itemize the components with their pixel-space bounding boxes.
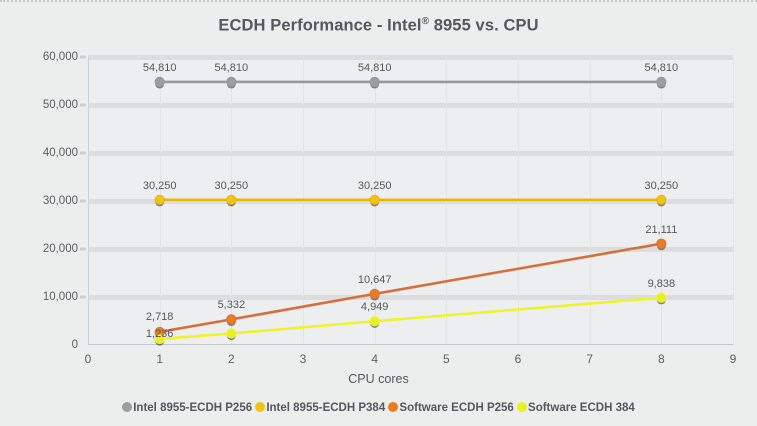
data-point-marker xyxy=(656,238,667,249)
chart-title-tail: 8955 vs. CPU xyxy=(429,16,539,35)
gridline-vertical xyxy=(733,57,734,345)
y-axis-tick-mark xyxy=(80,199,86,203)
data-point-marker xyxy=(656,76,667,88)
data-point-label: 4,949 xyxy=(360,301,389,314)
data-point-marker xyxy=(154,76,165,88)
data-point-marker xyxy=(369,316,380,327)
data-point-label: 5,332 xyxy=(217,299,246,312)
data-point-label: 1,236 xyxy=(145,328,174,341)
legend-marker-icon xyxy=(122,402,133,413)
legend-label: Intel 8955-ECDH P256 xyxy=(133,402,253,414)
y-axis-tick-mark xyxy=(80,247,86,251)
y-axis-line xyxy=(88,57,89,345)
data-point-label: 30,250 xyxy=(644,179,679,192)
x-axis-tick-label: 1 xyxy=(156,352,163,366)
gridline-horizontal xyxy=(88,199,733,204)
data-point-label: 30,250 xyxy=(214,179,249,192)
data-point-marker xyxy=(226,76,237,88)
gridline-horizontal xyxy=(88,55,733,60)
data-point-label: 54,810 xyxy=(644,61,679,74)
gridline-horizontal xyxy=(88,103,733,108)
chart-legend: Intel 8955-ECDH P256 Intel 8955-ECDH P38… xyxy=(0,402,757,414)
x-axis-line xyxy=(88,344,733,345)
legend-item[interactable]: Software ECDH P256 xyxy=(388,402,514,414)
data-point-marker xyxy=(656,194,667,205)
plot-area xyxy=(88,55,734,346)
data-point-label: 54,810 xyxy=(357,61,392,74)
data-point-marker xyxy=(226,328,237,339)
x-axis-title: CPU cores xyxy=(348,372,409,386)
legend-item[interactable]: Intel 8955-ECDH P384 xyxy=(255,402,385,414)
legend-item[interactable]: Software ECDH 384 xyxy=(517,402,635,414)
legend-label: Software ECDH P256 xyxy=(399,402,514,414)
legend-label: Intel 8955-ECDH P384 xyxy=(266,402,386,414)
x-axis-tick-label: 6 xyxy=(514,352,522,366)
y-axis-tick-label: 20,000 xyxy=(42,243,78,255)
data-point-marker xyxy=(226,194,237,205)
x-axis-tick-label: 3 xyxy=(299,352,307,366)
data-point-label: 30,250 xyxy=(142,179,177,192)
y-axis-tick-label: 60,000 xyxy=(42,51,78,63)
x-axis-tick-label: 9 xyxy=(729,352,737,366)
gridline-horizontal xyxy=(88,295,733,300)
data-point-marker xyxy=(369,194,380,205)
data-point-label: 54,810 xyxy=(214,61,249,74)
x-axis-tick-label: 8 xyxy=(657,352,665,366)
x-axis-tick-label: 0 xyxy=(84,352,92,366)
x-axis-tick-label: 4 xyxy=(371,352,378,366)
y-axis-tick-label: 40,000 xyxy=(42,147,78,159)
series-line xyxy=(159,296,662,341)
gridline-horizontal xyxy=(88,247,733,252)
data-point-marker xyxy=(154,194,165,205)
series-lines xyxy=(154,76,667,346)
data-point-label: 10,647 xyxy=(357,273,392,286)
y-axis-tick-mark xyxy=(80,55,86,59)
data-point-label: 2,718 xyxy=(145,310,174,323)
data-point-marker xyxy=(369,76,380,88)
chart-title: ECDH Performance - Intel® 8955 vs. CPU xyxy=(0,16,757,36)
legend-marker-icon xyxy=(517,402,528,413)
legend-label: Software ECDH 384 xyxy=(528,402,635,414)
x-axis-tick-label: 2 xyxy=(227,352,235,366)
x-axis-tick-label: 5 xyxy=(442,352,450,366)
legend-marker-icon xyxy=(255,402,266,413)
y-axis-tick-mark xyxy=(80,151,86,155)
data-point-label: 21,111 xyxy=(645,223,678,236)
data-point-label: 9,838 xyxy=(647,277,676,290)
legend-marker-icon xyxy=(388,402,399,413)
gridline-horizontal xyxy=(88,151,733,156)
x-axis-tick-label: 7 xyxy=(586,352,593,366)
series-line xyxy=(159,242,662,334)
y-axis-tick-label: 0 xyxy=(71,339,78,351)
y-axis-tick-label: 30,000 xyxy=(42,195,78,207)
registered-trademark-symbol: ® xyxy=(421,16,430,27)
data-point-marker xyxy=(226,314,237,325)
y-axis-tick-mark xyxy=(80,103,86,107)
data-point-marker xyxy=(369,288,380,299)
chart-title-main: ECDH Performance - Intel xyxy=(218,16,422,35)
y-axis-tick-label: 50,000 xyxy=(42,99,78,111)
y-axis-tick-mark xyxy=(80,295,86,299)
legend-item[interactable]: Intel 8955-ECDH P256 xyxy=(122,402,252,414)
data-point-marker xyxy=(154,333,165,345)
y-axis-tick-label: 10,000 xyxy=(42,291,78,303)
data-point-label: 30,250 xyxy=(357,179,392,192)
data-point-label: 54,810 xyxy=(142,61,177,74)
data-point-marker xyxy=(656,292,667,303)
